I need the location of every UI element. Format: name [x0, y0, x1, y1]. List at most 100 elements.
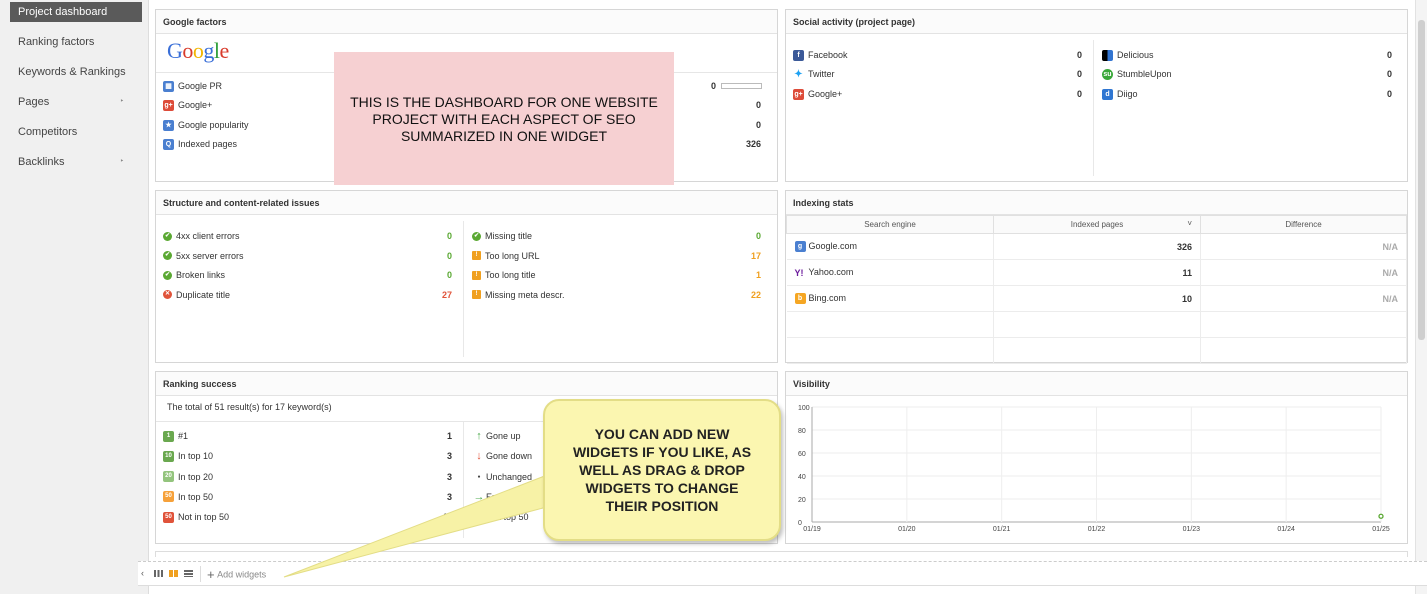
sidebar-item-competitors[interactable]: Competitors [0, 122, 138, 152]
issue-count: 0 [446, 270, 452, 280]
sidebar-item-label: Project dashboard [18, 6, 108, 18]
ranking-bucket-value: 42 [441, 512, 452, 523]
issue-label: Missing title [485, 231, 533, 241]
ranking-bucket-value: 1 [446, 431, 452, 441]
issue-row[interactable]: ! Too long title [472, 268, 536, 282]
issue-count: 17 [750, 250, 761, 261]
ranking-change-label: Unchanged [486, 471, 533, 482]
error-circle-icon: ✕ [163, 290, 172, 299]
widget-title: Structure and content-related issues [156, 191, 777, 215]
facebook-icon: f [793, 49, 804, 61]
column-header-search-engine[interactable]: Search engine [786, 215, 994, 234]
bing-icon: b [794, 293, 806, 305]
ranking-change-row[interactable]: ● Unchanged [472, 470, 532, 484]
warning-triangle-icon: ! [472, 270, 481, 280]
row-delicious: Delicious [1102, 48, 1154, 62]
y-tick-label: 0 [798, 520, 802, 527]
row-google-pr: ▦ Google PR [163, 79, 222, 93]
sidebar-item-backlinks[interactable]: Backlinks ‣ [0, 152, 138, 182]
sidebar-item-ranking-factors[interactable]: Ranking factors [0, 32, 138, 62]
table-row-empty [786, 337, 1407, 364]
rank-badge-icon: 10 [163, 450, 174, 462]
x-tick-label: 01/19 [803, 526, 821, 533]
sidebar-item-label: Backlinks [18, 156, 65, 168]
ranking-change-label: Entered top 50 [486, 491, 546, 502]
ranking-change-row[interactable]: ↑ Gone up [472, 429, 520, 443]
ranking-bucket-row[interactable]: 1 #1 [163, 429, 188, 443]
scrollbar-thumb[interactable] [1418, 20, 1425, 340]
page-scrollbar[interactable] [1415, 0, 1427, 594]
google-plus-icon: g+ [793, 88, 804, 100]
layout-one-column-icon[interactable] [184, 570, 193, 577]
widget-social-activity[interactable]: Social activity (project page) f Faceboo… [785, 9, 1408, 182]
widget-title: Ranking success [156, 372, 777, 396]
rank-badge-icon: 1 [163, 430, 174, 442]
column-header-difference[interactable]: Difference [1200, 215, 1407, 234]
widget-title: Visibility [786, 372, 1407, 396]
ranking-bucket-value: 3 [446, 491, 452, 502]
arrow-icon: → [473, 490, 485, 503]
ranking-bucket-row[interactable]: 50 In top 50 [163, 490, 213, 504]
google-popularity-value: 0 [755, 120, 761, 130]
check-circle-icon: ✔ [163, 270, 172, 280]
issue-row[interactable]: ✔ Missing title [472, 229, 532, 243]
ranking-change-row[interactable]: ↓ Gone down [472, 449, 532, 463]
diigo-icon: d [1102, 88, 1113, 100]
widget-visibility[interactable]: Visibility 0 20 40 60 80 100 01/19 01/20 01/21 01… [785, 371, 1408, 544]
collapse-arrow-icon[interactable]: ‹ [141, 568, 144, 578]
ranking-bucket-value: 3 [446, 451, 452, 462]
stumbleupon-value: 0 [1386, 69, 1392, 79]
issue-row[interactable]: ✕ Duplicate title [163, 288, 230, 302]
arrow-icon: ↓ [476, 450, 482, 463]
issue-label: 4xx client errors [176, 231, 240, 241]
sidebar: Project dashboard Ranking factors Keywor… [0, 0, 142, 594]
plus-icon: + [207, 567, 215, 582]
ranking-bucket-label: Not in top 50 [178, 512, 230, 523]
layout-two-columns-icon[interactable] [169, 570, 178, 577]
table-row-empty [786, 311, 1407, 338]
issue-row[interactable]: ! Too long URL [472, 249, 540, 263]
x-tick-label: 01/21 [993, 526, 1011, 533]
data-point [1378, 513, 1384, 519]
x-tick-label: 01/22 [1088, 526, 1106, 533]
google-icon: g [794, 241, 806, 253]
widget-structure-issues[interactable]: Structure and content-related issues ✔ 4x… [155, 190, 778, 363]
ranking-bucket-label: #1 [178, 431, 189, 441]
ranking-bucket-row[interactable]: 20 In top 20 [163, 470, 213, 484]
google-logo: Google [167, 38, 229, 63]
issue-row[interactable]: ✔ 5xx server errors [163, 249, 244, 263]
sidebar-item-project-dashboard[interactable]: Project dashboard [10, 2, 142, 22]
ranking-bucket-row[interactable]: 10 In top 10 [163, 449, 213, 463]
issue-row[interactable]: ! Missing meta descr. [472, 288, 565, 302]
ranking-change-row[interactable]: ← Left top 50 [472, 510, 529, 524]
widget-toolbar: ‹ + Add widgets [138, 561, 1427, 586]
check-circle-icon: ✔ [472, 231, 481, 241]
issue-row[interactable]: ✔ 4xx client errors [163, 229, 240, 243]
y-tick-label: 100 [798, 405, 810, 412]
ranking-change-label: Gone down [486, 451, 533, 462]
issue-row[interactable]: ✔ Broken links [163, 268, 225, 282]
google-pr-icon: ▦ [163, 80, 174, 92]
sidebar-item-keywords-rankings[interactable]: Keywords & Rankings [0, 62, 138, 92]
diigo-value: 0 [1386, 89, 1392, 99]
x-tick-label: 01/23 [1183, 526, 1201, 533]
sidebar-item-label: Pages [18, 96, 50, 108]
row-social-google-plus: g+ Google+ [793, 88, 843, 100]
row-facebook: f Facebook [793, 48, 848, 62]
widget-indexing-stats[interactable]: Indexing stats Search engine Indexed pag… [785, 190, 1408, 364]
layout-three-columns-icon[interactable] [154, 570, 163, 577]
ranking-change-row[interactable]: → Entered top 50 [472, 490, 546, 504]
ranking-bucket-row[interactable]: 50 Not in top 50 [163, 510, 229, 524]
issue-count: 1 [755, 270, 761, 280]
next-widget-edge [155, 551, 1408, 557]
check-circle-icon: ✔ [163, 231, 172, 241]
arrow-icon: ● [477, 473, 481, 480]
issue-count: 0 [755, 231, 761, 241]
facebook-value: 0 [1076, 50, 1082, 60]
add-widgets-button[interactable]: + Add widgets [207, 567, 267, 582]
column-header-indexed-pages[interactable]: Indexed pages ˅ [993, 215, 1201, 234]
sidebar-item-pages[interactable]: Pages ‣ [0, 92, 138, 122]
table-row: g Google.com 326 N/A [786, 233, 1407, 260]
arrow-icon: ↑ [476, 430, 482, 442]
ranking-bucket-label: In top 20 [178, 471, 214, 482]
